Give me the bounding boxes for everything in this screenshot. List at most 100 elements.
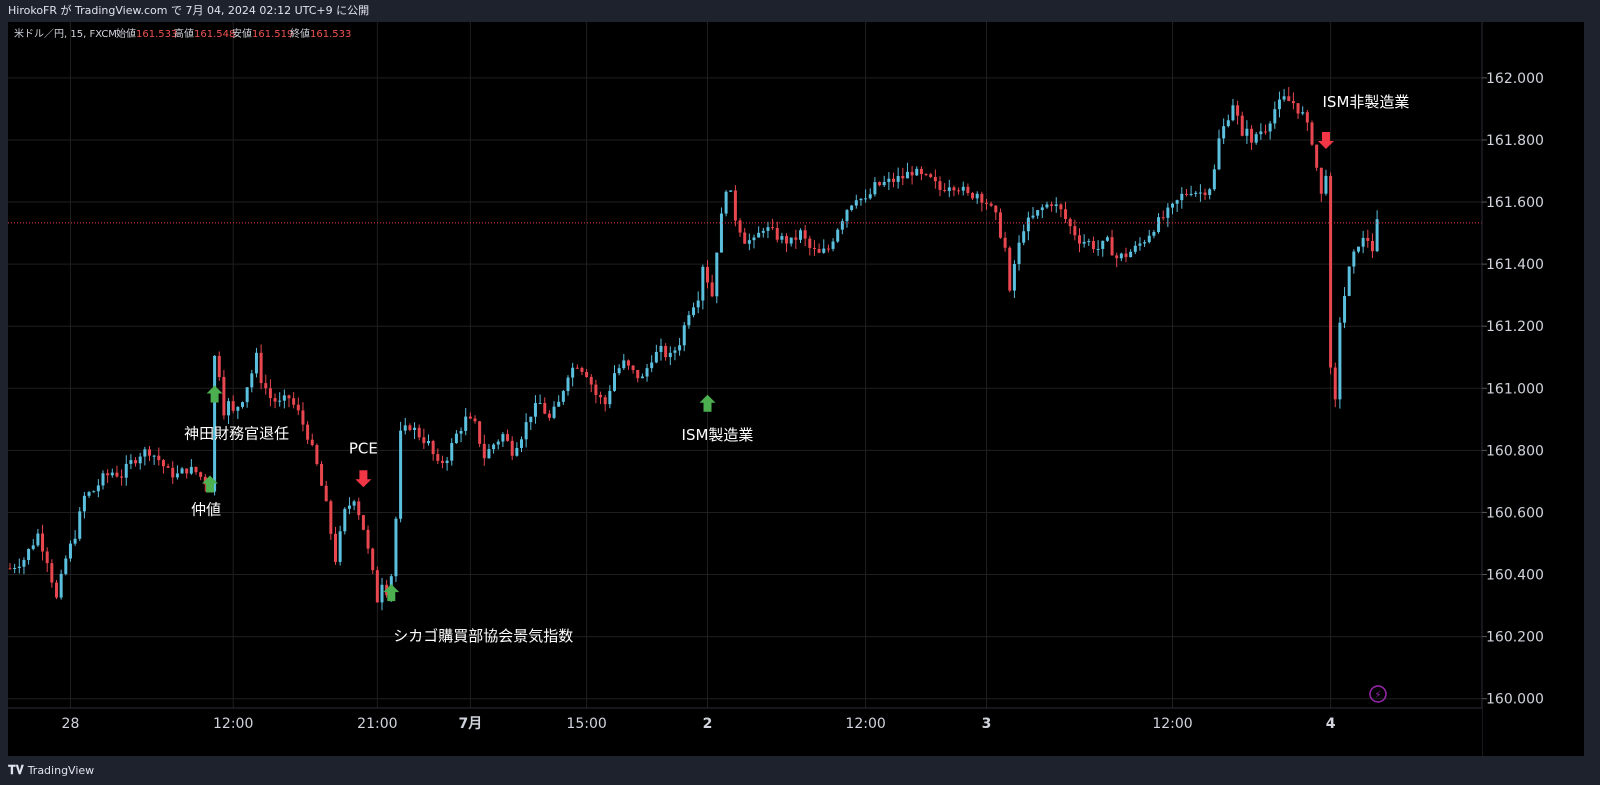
candle-body [836,229,840,242]
candle-body [17,566,21,568]
candle-body [989,203,993,206]
candle-body [831,241,835,249]
candle-body [817,248,821,253]
candle-body [1333,367,1337,400]
candle-body [1147,235,1151,243]
candle-body [1096,248,1100,250]
candle-body [329,501,333,534]
candle-body [966,186,970,193]
candle-body [1268,123,1272,132]
candle-body [599,394,603,398]
candle-body [1259,131,1263,135]
time-axis[interactable]: 28 12:00 21:00 7月 15:00 2 12:00 3 12:00 4 [8,707,1482,756]
candle-body [687,315,691,326]
candle-body [803,230,807,239]
candle-body [459,430,463,434]
candle-body [436,454,440,461]
candle-body [59,573,63,598]
candle-body [1012,264,1016,291]
flash-icon[interactable]: ⚡ [1369,685,1387,703]
arrow-down-icon [355,470,372,488]
candle-body [715,252,719,297]
x-tick-label: 12:00 [213,716,253,732]
annotation-label: ISM非製造業 [1323,93,1410,111]
candle-body [1366,237,1370,241]
candle-body [175,473,179,478]
annotation-label: 神田財務官退任 [184,424,289,442]
candle-body [129,460,133,464]
candle-body [157,455,161,461]
candle-body [585,371,589,377]
candle-body [259,352,263,384]
y-tick-label: 161.800 [1486,133,1544,149]
candle-body [1347,266,1351,296]
candle-body [227,401,231,416]
candle-body [896,176,900,182]
candle-body [82,495,86,512]
y-tick-label: 162.000 [1486,71,1544,87]
price-axis[interactable]: 162.000 161.800 161.600 161.400 161.200 161.0… [1481,22,1584,756]
candle-body [552,406,556,418]
candle-body [31,545,35,550]
candle-body [1091,241,1095,250]
candle-body [1040,207,1044,211]
candle-body [450,443,454,461]
y-tick-label: 161.400 [1486,257,1544,273]
candle-body [1273,109,1277,124]
x-tick-label: 12:00 [845,716,885,732]
candle-body [1291,101,1295,104]
legend-value: 161.533 [310,29,351,40]
candle-body [733,190,737,221]
candle-body [692,307,696,316]
candle-body [96,485,100,492]
candle-body [1226,120,1230,127]
y-tick-label: 161.600 [1486,195,1544,211]
candlestick-chart[interactable]: 仲値 神田財務官退任 PCE シカゴ購買部協会景気指数 ISM製造業 ISM非製造業 16… [8,22,1584,756]
candle-body [1031,215,1035,218]
candle-body [1264,131,1267,133]
candle-body [1240,115,1244,136]
candle-body [1105,237,1109,241]
brand[interactable]: 𝐓𝐕 TradingView [8,756,94,785]
candle-body [399,430,403,519]
candle-body [315,445,319,464]
candle-body [422,437,426,444]
candle-body [613,373,616,391]
candle-body [231,401,235,411]
candle-body [1287,96,1291,102]
candle-body [1310,122,1314,145]
candle-body [826,248,830,250]
candle-body [22,559,26,567]
candle-body [882,181,886,186]
candle-body [510,440,514,456]
candle-body [213,355,217,492]
x-tick-label: 12:00 [1152,716,1192,732]
candle-body [799,230,802,240]
candle-body [515,447,519,456]
candle-body [1277,99,1281,110]
candle-body [148,449,151,456]
footer-bar: 𝐓𝐕 TradingView [0,756,1600,785]
candle-body [1203,192,1207,195]
candle-body [152,455,156,457]
candle-body [1329,175,1333,368]
candle-body [222,377,226,416]
candle-body [575,367,579,369]
x-tick-label: 7月 [458,716,482,732]
candle-body [87,492,91,496]
candle-body [1050,204,1054,206]
candle-body [812,247,816,249]
candle-body [994,205,998,213]
candle-body [654,351,658,363]
candle-body [78,511,82,539]
chart-area[interactable]: 仲値 神田財務官退任 PCE シカゴ購買部協会景気指数 ISM製造業 ISM非製造業 16… [8,22,1584,756]
candle-body [724,191,728,214]
candle-body [380,584,384,603]
candle-body [864,198,868,200]
candle-body [673,350,677,353]
candle-body [1166,207,1170,218]
candle-body [1222,126,1226,139]
x-tick-label: 3 [982,716,992,732]
candle-body [789,237,793,244]
candle-body [933,177,937,182]
